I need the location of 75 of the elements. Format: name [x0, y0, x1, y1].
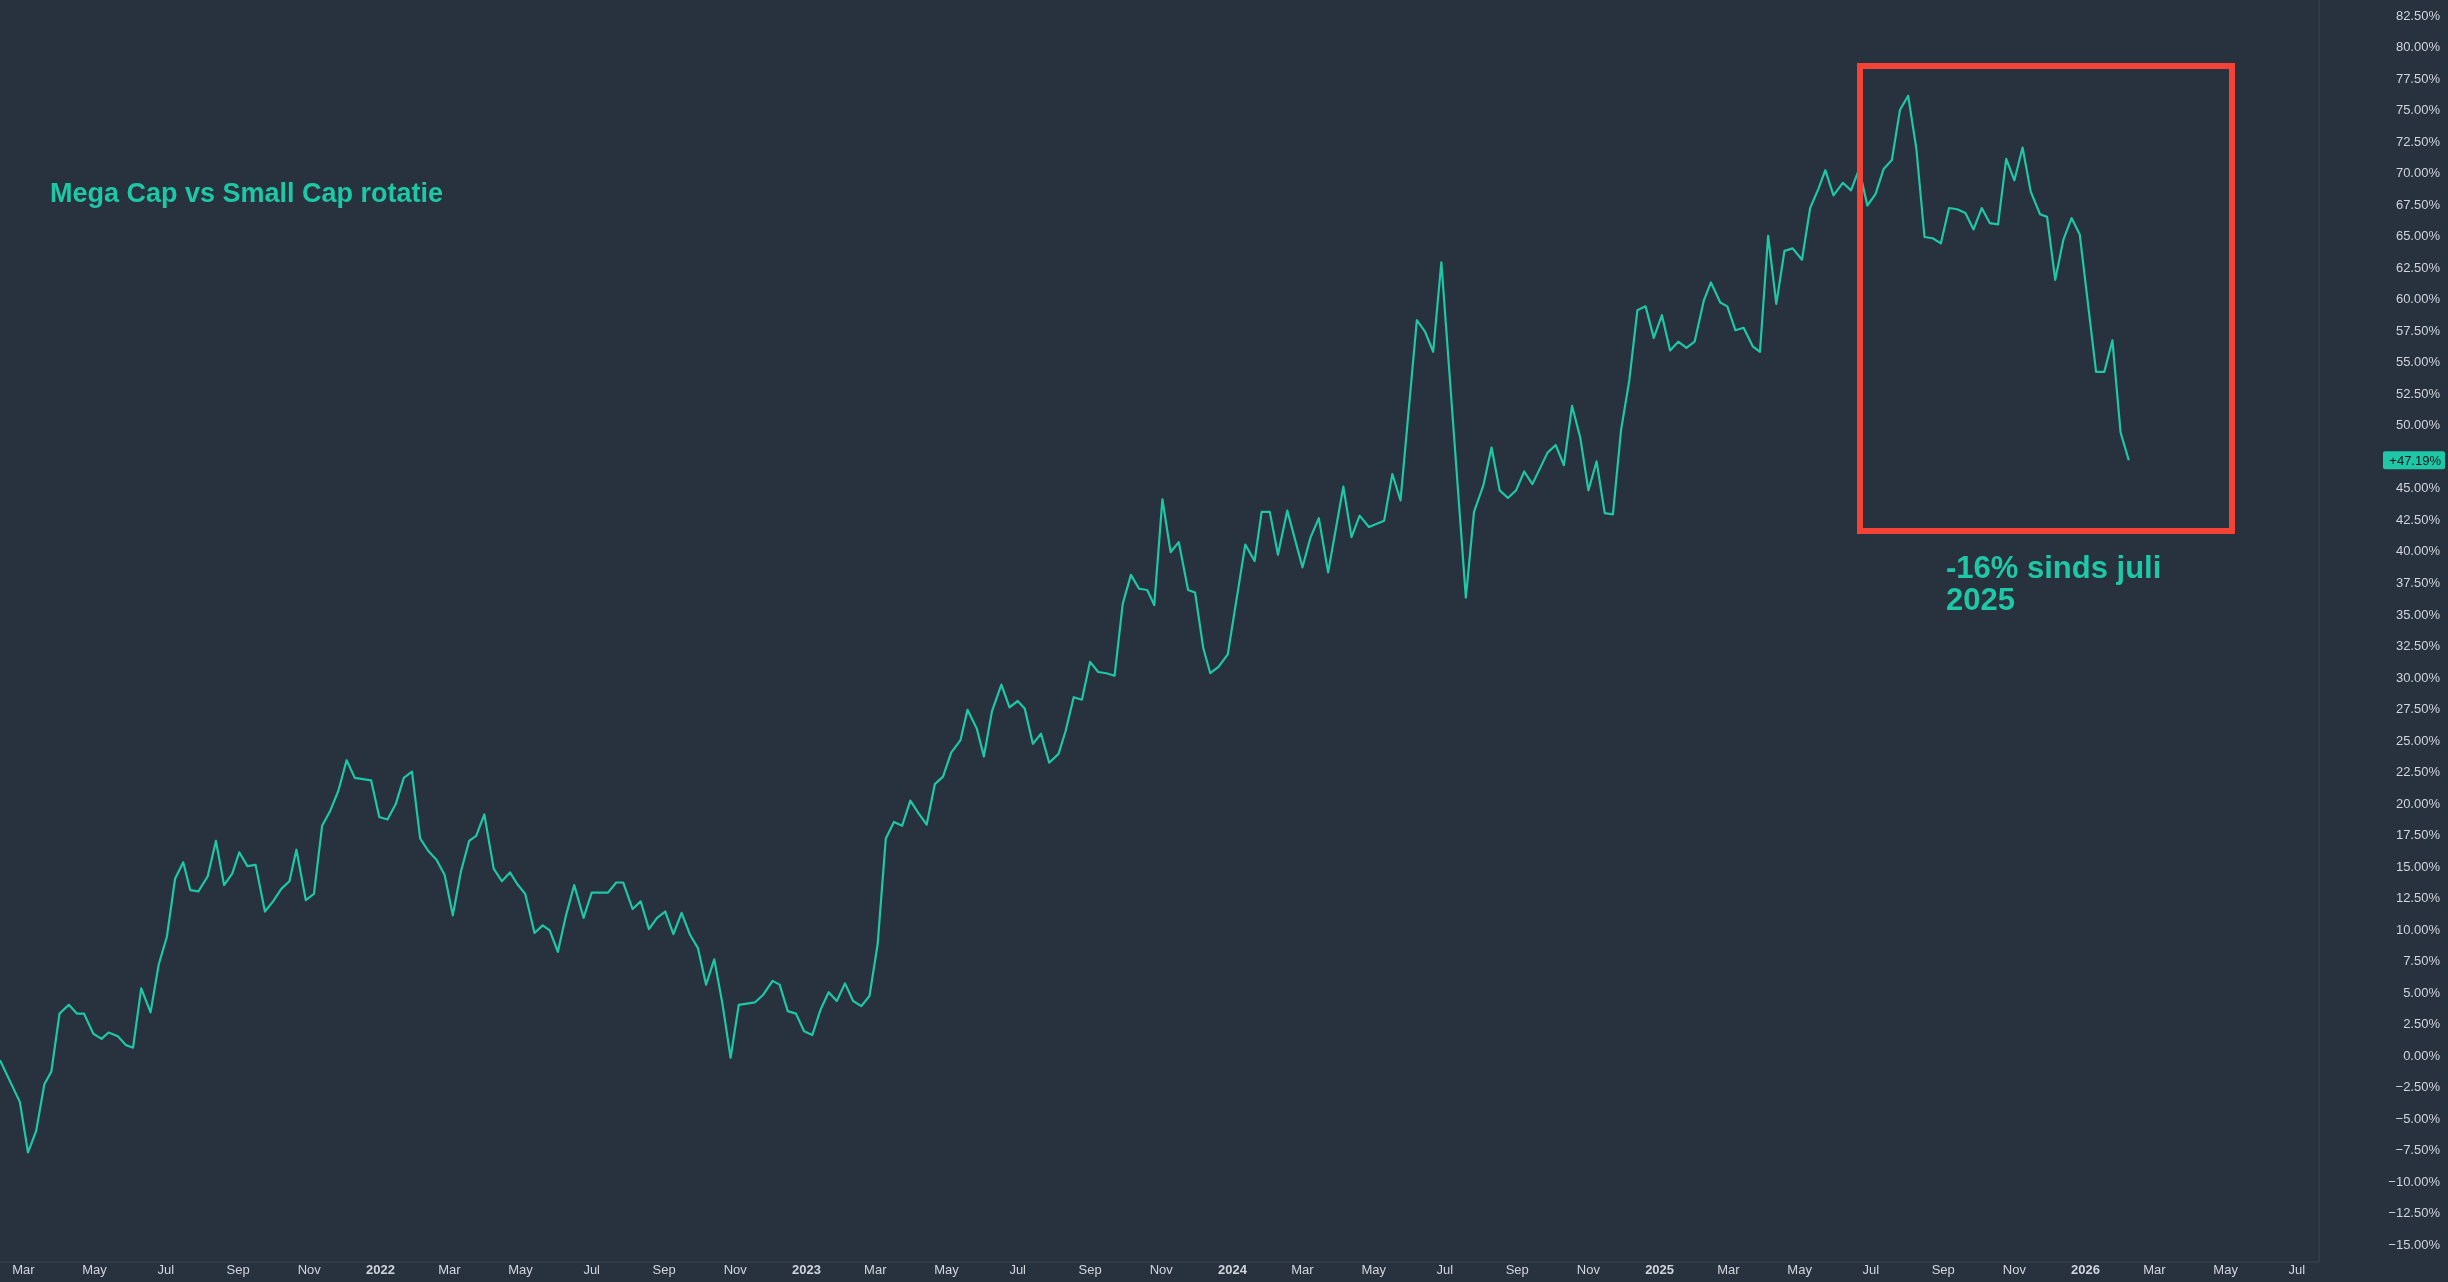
x-tick-label: Sep: [1505, 1262, 1529, 1277]
x-tick-label: Jul: [1436, 1262, 1454, 1277]
y-tick-label: 5.00%: [2403, 984, 2441, 1000]
text: Mega Cap vs Small Cap rotatie: [50, 178, 444, 208]
x-tick-label: May: [508, 1262, 534, 1277]
y-tick-label: 55.00%: [2395, 354, 2441, 370]
x-tick-label: Sep: [226, 1262, 250, 1277]
text: +47.19%: [2389, 452, 2442, 468]
y-tick-label: 7.50%: [2403, 953, 2441, 969]
y-tick-label: 15.00%: [2395, 858, 2441, 874]
y-tick-label: 2.50%: [2403, 1016, 2441, 1032]
y-tick-label: 17.50%: [2395, 827, 2441, 843]
y-tick-label: 10.00%: [2395, 921, 2441, 937]
x-tick-label: Nov: [723, 1262, 748, 1277]
y-tick-label: 25.00%: [2395, 732, 2441, 748]
x-tick-label: Jul: [2288, 1262, 2306, 1277]
x-tick-label: Mar: [1291, 1262, 1315, 1277]
y-tick-label: 40.00%: [2395, 543, 2441, 559]
y-tick-label: 77.50%: [2395, 70, 2441, 86]
x-tick-label: Sep: [652, 1262, 676, 1277]
x-tick-label: May: [2213, 1262, 2239, 1277]
x-tick-label: 2024: [1217, 1262, 1248, 1277]
y-tick-label: 65.00%: [2395, 228, 2441, 244]
y-tick-label: −5.00%: [2395, 1110, 2441, 1126]
x-tick-label: Mar: [12, 1262, 36, 1277]
y-tick-label: 35.00%: [2395, 606, 2441, 622]
y-tick-label: 52.50%: [2395, 385, 2441, 401]
x-tick-label: Jul: [1862, 1262, 1880, 1277]
x-tick-label: 2022: [366, 1262, 395, 1277]
annotation: -16% sinds juli 2025: [1946, 550, 2162, 617]
x-tick-label: Mar: [864, 1262, 888, 1277]
y-tick-label: 42.50%: [2395, 511, 2441, 527]
y-tick-label: 0.00%: [2403, 1047, 2441, 1063]
y-tick-label: 60.00%: [2395, 291, 2441, 307]
y-tick-label: 72.50%: [2395, 133, 2441, 149]
x-tick-label: Mar: [2143, 1262, 2167, 1277]
y-tick-label: 27.50%: [2395, 701, 2441, 717]
x-tick-label: Nov: [1576, 1262, 1601, 1277]
y-tick-label: 32.50%: [2395, 638, 2441, 654]
x-tick-label: Mar: [438, 1262, 462, 1277]
x-tick-label: Jul: [583, 1262, 601, 1277]
y-tick-label: −12.50%: [2388, 1205, 2441, 1221]
y-tick-label: −10.00%: [2388, 1173, 2441, 1189]
y-tick-label: 30.00%: [2395, 669, 2441, 685]
y-tick-label: 57.50%: [2395, 322, 2441, 338]
x-tick-label: May: [934, 1262, 960, 1277]
y-tick-label: 37.50%: [2395, 575, 2441, 591]
x-tick-label: Mar: [1717, 1262, 1741, 1277]
y-tick-label: −2.50%: [2395, 1079, 2441, 1095]
x-tick-label: May: [82, 1262, 108, 1277]
x-tick-label: Nov: [1149, 1262, 1174, 1277]
x-tick-label: 2023: [792, 1262, 821, 1277]
y-tick-label: −15.00%: [2388, 1236, 2441, 1252]
x-tick-label: 2025: [1645, 1262, 1675, 1277]
x-tick-label: Sep: [1078, 1262, 1102, 1277]
y-tick-label: 20.00%: [2395, 795, 2441, 811]
x-tick-label: 2026: [2071, 1262, 2101, 1277]
y-tick-label: −7.50%: [2395, 1142, 2441, 1158]
x-tick-label: Sep: [1931, 1262, 1955, 1277]
y-tick-label: 70.00%: [2395, 165, 2441, 181]
y-tick-label: 22.50%: [2395, 764, 2441, 780]
y-tick-label: 82.50%: [2395, 7, 2441, 23]
y-tick-label: 80.00%: [2395, 39, 2441, 55]
y-tick-label: 50.00%: [2395, 417, 2441, 433]
y-tick-label: 45.00%: [2395, 480, 2441, 496]
y-tick-label: 67.50%: [2395, 196, 2441, 212]
x-tick-label: Nov: [297, 1262, 322, 1277]
x-tick-label: Jul: [157, 1262, 175, 1277]
x-tick-label: Jul: [1009, 1262, 1027, 1277]
y-tick-label: 62.50%: [2395, 259, 2441, 275]
y-tick-label: 12.50%: [2395, 890, 2441, 906]
x-tick-label: May: [1787, 1262, 1813, 1277]
x-tick-label: May: [1361, 1262, 1387, 1277]
y-tick-label: 75.00%: [2395, 102, 2441, 118]
x-tick-label: Nov: [2002, 1262, 2027, 1277]
